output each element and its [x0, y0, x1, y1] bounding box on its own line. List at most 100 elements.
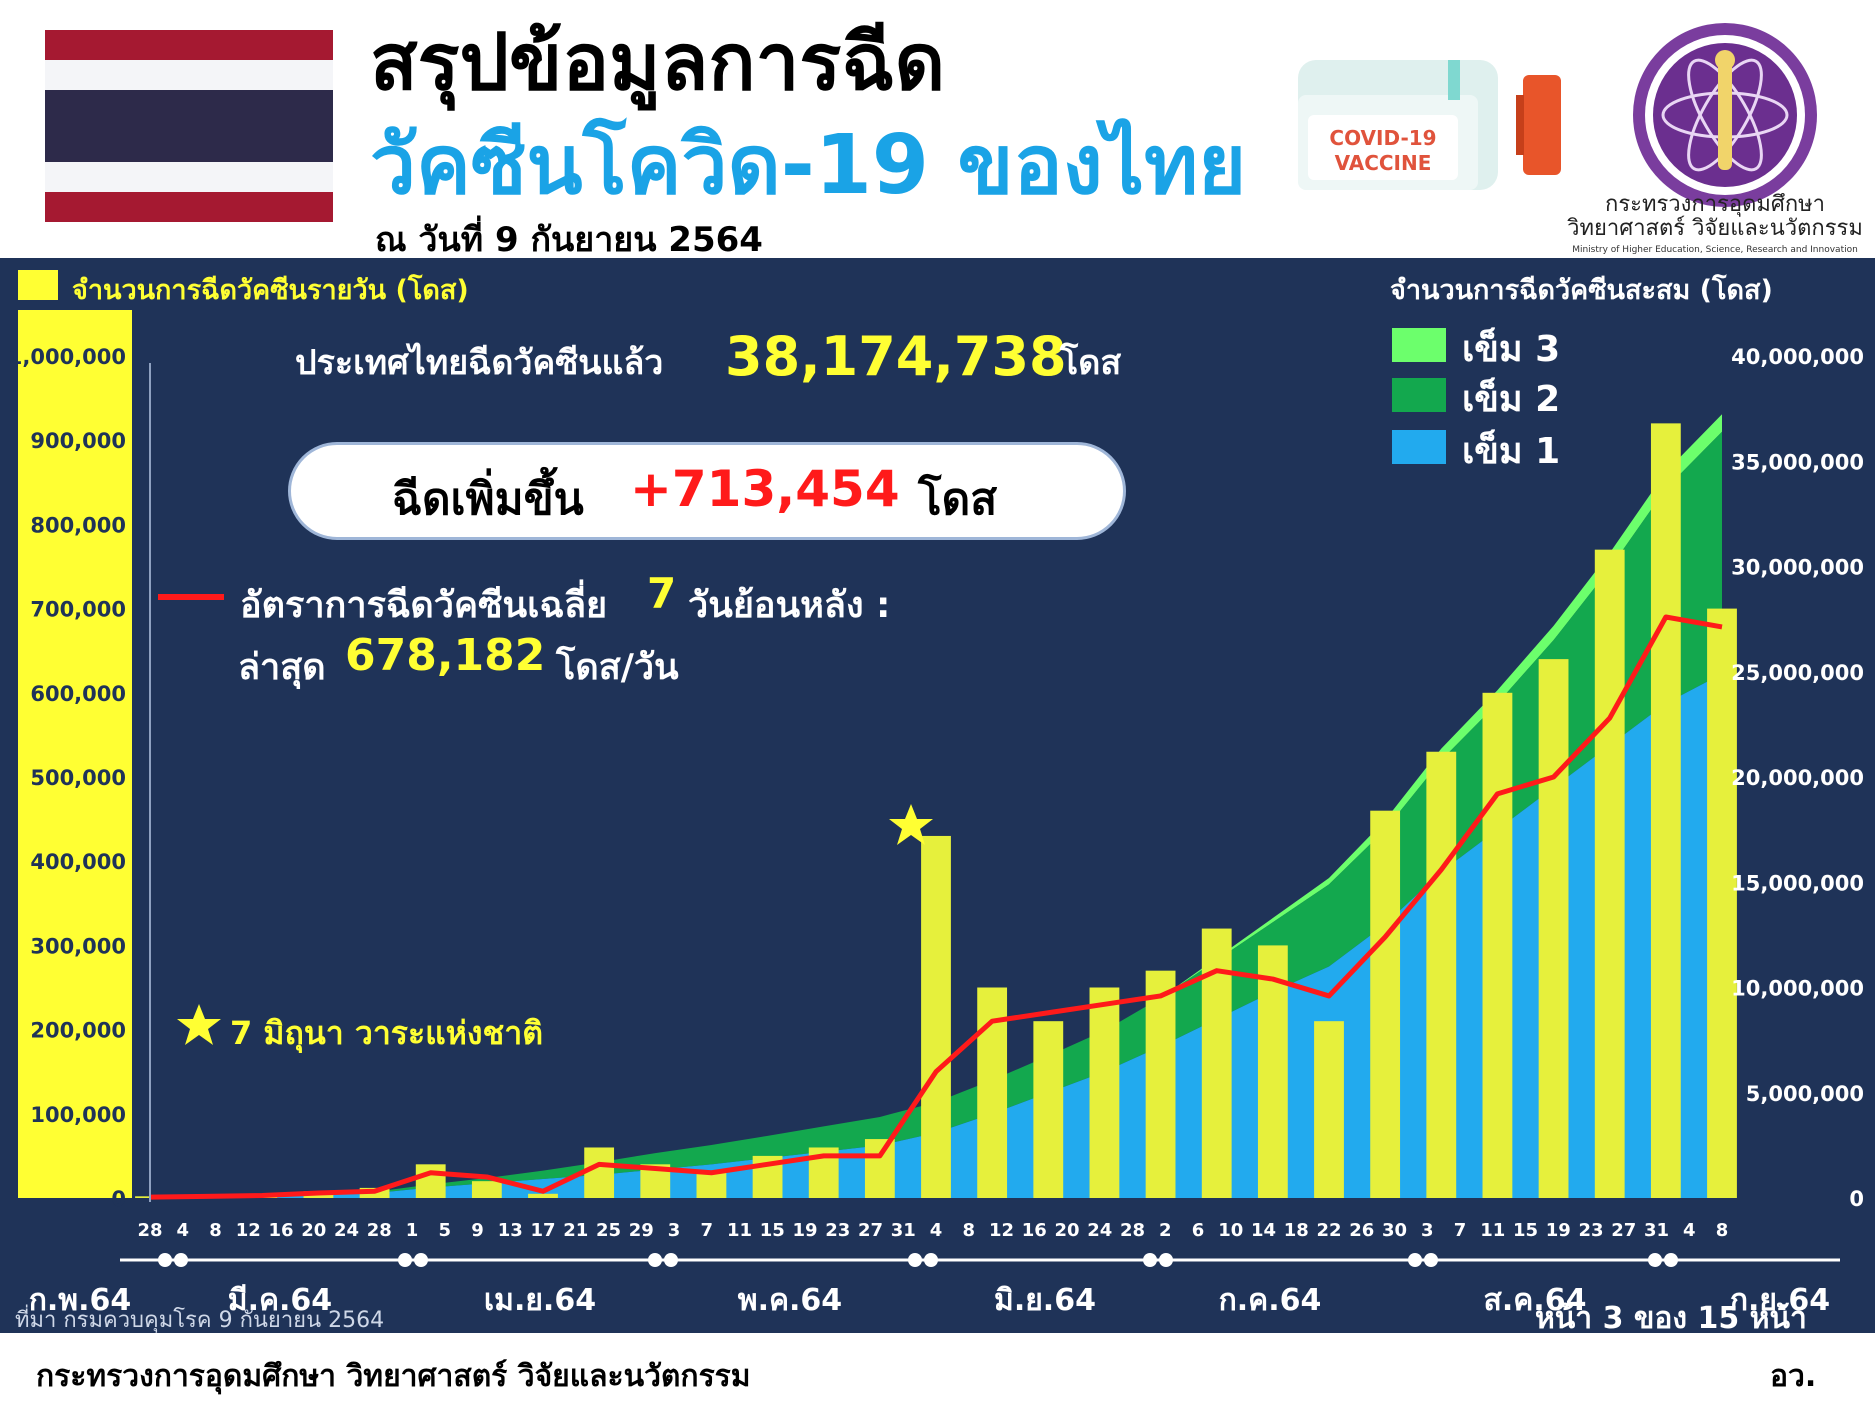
avg-7day-line	[149, 614, 1723, 1200]
legend-label-dose2: เข็ม 2	[1462, 379, 1561, 420]
ministry-name-th-line2: วิทยาศาสตร์ วิจัยและนวัตกรรม	[1567, 216, 1863, 241]
x-tick-label: 4	[930, 1220, 943, 1241]
left-tick-label: 300,000	[30, 934, 126, 958]
x-tick-label: 6	[1192, 1220, 1205, 1241]
data-source: ที่มา กรมควบคุมโรค 9 กันยายน 2564	[15, 1308, 385, 1333]
x-tick-label: 3	[668, 1220, 681, 1241]
month-label: ก.ค.64	[1219, 1283, 1322, 1318]
report-date: ณ วันที่ 9 กันยายน 2564	[375, 220, 763, 260]
total-doses-unit: โดส	[1060, 343, 1122, 383]
thai-flag-stripe-2	[45, 60, 333, 90]
x-tick-label: 8	[1716, 1220, 1729, 1241]
avg-rate-label: อัตราการฉีดวัคซีนเฉลี่ย	[240, 585, 608, 626]
x-tick-label: 10	[1218, 1220, 1243, 1241]
daily-bar	[1370, 810, 1401, 1198]
left-tick-label: 600,000	[30, 682, 126, 706]
x-tick-label: 5	[438, 1220, 451, 1241]
right-tick-label: 0	[1849, 1187, 1864, 1211]
x-tick-label: 9	[471, 1220, 484, 1241]
daily-bar	[415, 1164, 446, 1198]
right-tick-label: 25,000,000	[1731, 661, 1864, 685]
month-divider-dot	[1424, 1253, 1438, 1267]
daily-bar	[1089, 987, 1120, 1198]
x-tick-label: 8	[209, 1220, 222, 1241]
vaccine-label-line1: COVID-19	[1329, 126, 1436, 150]
month-divider-dot	[1159, 1253, 1173, 1267]
x-tick-label: 27	[1611, 1220, 1636, 1241]
x-tick-label: 17	[530, 1220, 555, 1241]
x-tick-label: 29	[629, 1220, 654, 1241]
month-label: ส.ค.64	[1484, 1283, 1587, 1318]
daily-bar	[1650, 423, 1681, 1198]
x-tick-label: 12	[989, 1220, 1014, 1241]
x-tick-label: 28	[1120, 1220, 1145, 1241]
daily-increase-value: +713,454	[630, 460, 900, 518]
x-tick-label: 7	[700, 1220, 713, 1241]
x-tick-label: 28	[367, 1220, 392, 1241]
left-tick-label: 900,000	[30, 429, 126, 453]
x-tick-label: 7	[1454, 1220, 1467, 1241]
x-tick-label: 21	[563, 1220, 588, 1241]
total-doses-value: 38,174,738	[725, 325, 1067, 388]
month-divider-dot	[398, 1253, 412, 1267]
star-annotation-label: 7 มิถุนา วาระแห่งชาติ	[230, 1014, 543, 1052]
thai-flag-stripe-1	[45, 30, 333, 60]
left-tick-label: 1,000,000	[8, 345, 126, 369]
vaccination-chart: 0 100,000 200,000 300,000 400,000 500,000 600,…	[8, 310, 1864, 1318]
month-divider-dot	[158, 1253, 172, 1267]
x-tick-label: 26	[1349, 1220, 1374, 1241]
avg-rate-label-suffix: วันย้อนหลัง :	[688, 585, 891, 626]
daily-legend-swatch	[18, 270, 58, 300]
x-tick-label: 15	[760, 1220, 785, 1241]
area-dose2	[150, 431, 1722, 1198]
daily-bar	[921, 835, 951, 1198]
daily-bar	[1707, 608, 1737, 1198]
daily-increase-box	[288, 442, 1126, 540]
right-tick-label: 15,000,000	[1731, 871, 1864, 895]
x-tick-label: 12	[236, 1220, 261, 1241]
x-tick-label: 22	[1316, 1220, 1341, 1241]
x-tick-label: 13	[498, 1220, 523, 1241]
left-axis-column	[18, 310, 132, 1198]
daily-bar	[471, 1181, 502, 1198]
daily-bar	[1314, 1021, 1344, 1198]
latest-label: ล่าสุด	[238, 647, 326, 688]
x-tick-label: 24	[334, 1220, 359, 1241]
left-tick-label: 700,000	[30, 598, 126, 622]
legend-label-dose1: เข็ม 1	[1462, 431, 1561, 472]
legend-swatch-dose3	[1392, 328, 1446, 362]
legend-swatch-dose1	[1392, 430, 1446, 464]
month-divider-dot	[414, 1253, 428, 1267]
x-tick-label: 31	[891, 1220, 916, 1241]
month-divider-dot	[1664, 1253, 1678, 1267]
daily-bar	[1426, 751, 1457, 1198]
avg-rate-days: 7	[647, 569, 677, 618]
latest-avg-value: 678,182	[345, 630, 546, 681]
thai-flag-stripe-3	[45, 90, 333, 162]
left-tick-label: 500,000	[30, 766, 126, 790]
x-tick-label: 3	[1421, 1220, 1434, 1241]
left-tick-label: 400,000	[30, 850, 126, 874]
star-icon	[177, 1004, 221, 1045]
x-tick-label: 23	[825, 1220, 850, 1241]
left-tick-label: 0	[111, 1187, 126, 1211]
x-tick-label: 27	[858, 1220, 883, 1241]
page-indicator: หน้า 3 ของ 15 หน้า	[1535, 1301, 1807, 1336]
page-title-line1: สรุปข้อมูลการฉีด	[370, 18, 946, 108]
thai-flag-stripe-4	[45, 162, 333, 192]
x-tick-label: 25	[596, 1220, 621, 1241]
month-divider-dot	[1648, 1253, 1662, 1267]
x-tick-label: 20	[301, 1220, 326, 1241]
right-tick-label: 30,000,000	[1731, 556, 1864, 580]
daily-bar	[696, 1172, 727, 1198]
right-tick-label: 5,000,000	[1746, 1082, 1864, 1106]
vaccine-label-line2: VACCINE	[1335, 151, 1432, 175]
month-label: มิ.ย.64	[994, 1283, 1096, 1318]
x-tick-label: 19	[792, 1220, 817, 1241]
ministry-name-en: Ministry of Higher Education, Science, R…	[1572, 245, 1858, 255]
x-tick-label: 28	[137, 1220, 162, 1241]
x-tick-label: 24	[1087, 1220, 1112, 1241]
month-label: ก.ย.64	[1730, 1283, 1830, 1318]
x-tick-label: 30	[1382, 1220, 1407, 1241]
ministry-name-th-line1: กระทรวงการอุดมศึกษา	[1605, 192, 1825, 217]
